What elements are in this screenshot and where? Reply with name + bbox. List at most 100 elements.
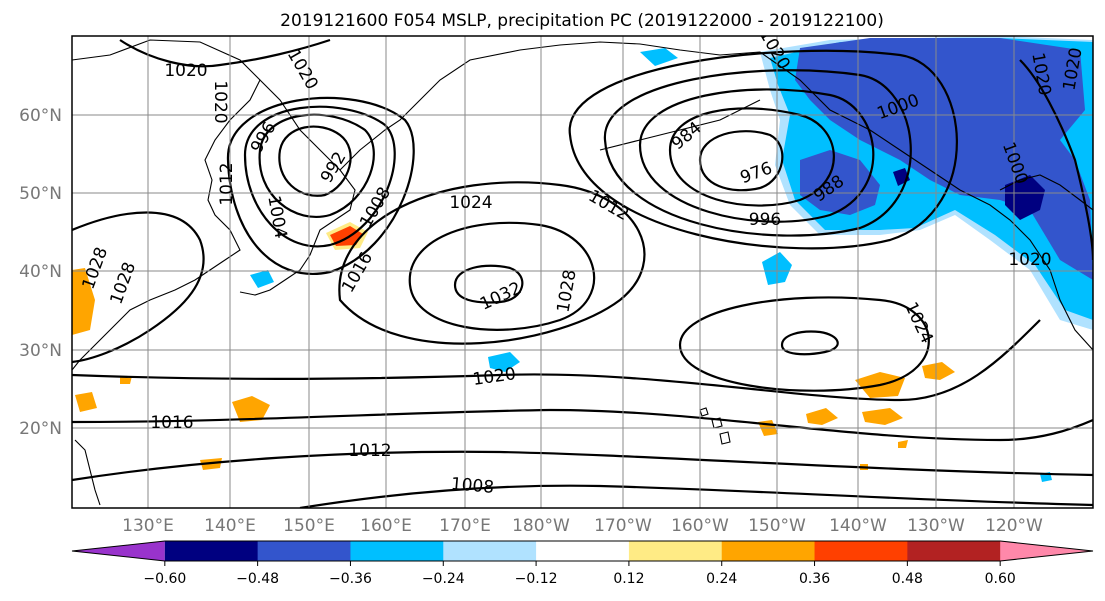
isobar (780, 330, 839, 356)
isobar-label: 1004 (263, 194, 290, 240)
precip-region (488, 352, 520, 372)
isobar-label: 1020 (1008, 250, 1051, 270)
isobar-label: 1028 (107, 260, 141, 307)
coastline (72, 39, 261, 371)
isobar (72, 408, 1093, 442)
precip-region (72, 268, 95, 335)
colorbar-segment (814, 541, 908, 561)
colorbar-segment (72, 541, 165, 561)
precip-region (806, 408, 838, 425)
precip-region (898, 440, 908, 448)
map-area: 1020 1020 1020 1012 1004 996 992 1008 10… (72, 36, 1093, 508)
colorbar-tick-label: 0.24 (706, 571, 737, 587)
coastline (699, 407, 731, 445)
longitude-label: 130°E (122, 516, 174, 536)
coastline (239, 79, 356, 296)
isobar-label: 1024 (449, 193, 492, 213)
isobars (72, 38, 1093, 508)
precip-region (120, 376, 132, 384)
colorbar-segment (907, 541, 1001, 561)
longitude-label: 150°E (283, 516, 335, 536)
colorbar-segment (164, 541, 259, 561)
precip-region (75, 392, 97, 412)
map-frame (71, 35, 1094, 509)
longitude-label: 180°W (512, 516, 570, 536)
colorbar-tick-label: 0.12 (613, 571, 644, 587)
latitude-axis: 60°N 50°N 40°N 30°N 20°N (19, 106, 62, 439)
colorbar-tick-label: 0.36 (799, 571, 830, 587)
latitude-label: 20°N (19, 419, 62, 439)
colorbar-segment (350, 541, 444, 561)
precip-fill-layer (250, 36, 1093, 482)
isobar (278, 125, 352, 197)
coastline (759, 51, 1093, 351)
isobar (226, 96, 415, 275)
isobar-label: 996 (749, 210, 781, 230)
colorbar-tick-label: −0.24 (422, 571, 465, 587)
isobar-label: 1020 (471, 364, 517, 390)
latitude-label: 60°N (19, 106, 62, 126)
colorbar-tick-label: −0.36 (329, 571, 372, 587)
longitude-label: 170°E (439, 516, 491, 536)
precip-region (1005, 175, 1045, 220)
coastline (999, 174, 1093, 211)
precip-region (232, 396, 270, 422)
isobar (638, 88, 875, 223)
colorbar-tick-label: 0.48 (892, 571, 923, 587)
colorbar-segment (721, 541, 816, 561)
isobar (243, 105, 396, 248)
precip-region (200, 458, 222, 470)
isobar-label: 1016 (338, 249, 377, 296)
isobar (119, 38, 331, 68)
colorbar-segment (536, 541, 630, 561)
isobar (258, 113, 375, 218)
precip-region (250, 270, 274, 288)
precip-region (795, 38, 1093, 280)
isobar (568, 49, 958, 250)
coastline (599, 99, 761, 151)
map-title: 2019121600 F054 MSLP, precipitation PC (… (280, 11, 884, 31)
longitude-label: 140°E (204, 516, 256, 536)
isobar-label: 1012 (585, 186, 632, 225)
isobar-label: 1020 (210, 80, 230, 123)
colorbar-tick-label: −0.60 (143, 571, 186, 587)
longitude-axis: 130°E 140°E 150°E 160°E 170°E 180°W 170°… (122, 516, 1043, 536)
longitude-label: 120°W (985, 516, 1043, 536)
colorbar-segment (1000, 541, 1093, 561)
latitude-label: 40°N (19, 262, 62, 282)
isobar (72, 319, 1041, 402)
precip-region (640, 48, 678, 66)
latitude-label: 50°N (19, 184, 62, 204)
precip-region (862, 408, 903, 425)
isobar-label: 1020 (164, 61, 207, 81)
isobar (1019, 59, 1093, 261)
latitude-label: 30°N (19, 341, 62, 361)
coastline (74, 439, 101, 506)
longitude-label: 160°E (360, 516, 412, 536)
precip-region (330, 226, 363, 246)
isobar (603, 69, 912, 237)
isobar (678, 296, 930, 392)
longitude-label: 140°W (829, 516, 887, 536)
isobar-label: 1028 (553, 268, 580, 314)
longitude-label: 160°W (671, 516, 729, 536)
longitude-label: 130°W (907, 516, 965, 536)
isobar (668, 107, 835, 207)
isobar-label: 1016 (150, 413, 193, 433)
isobar-label: 1032 (477, 278, 525, 314)
colorbar-tick-label: −0.12 (515, 571, 558, 587)
isobar-label: 1012 (348, 441, 391, 461)
precip-positive-layer (72, 222, 955, 470)
colorbar-segment (257, 541, 351, 561)
precip-region (800, 150, 880, 215)
isobar-label: 992 (317, 148, 351, 186)
precip-region (922, 362, 955, 380)
longitude-label: 170°W (594, 516, 652, 536)
isobar-label: 1024 (900, 299, 936, 347)
isobar (72, 450, 1093, 482)
isobar (299, 484, 1093, 508)
isobar (338, 181, 646, 345)
colorbar-segment (628, 541, 723, 561)
isobar-label: 1020 (283, 46, 322, 93)
graticule (72, 36, 1093, 508)
